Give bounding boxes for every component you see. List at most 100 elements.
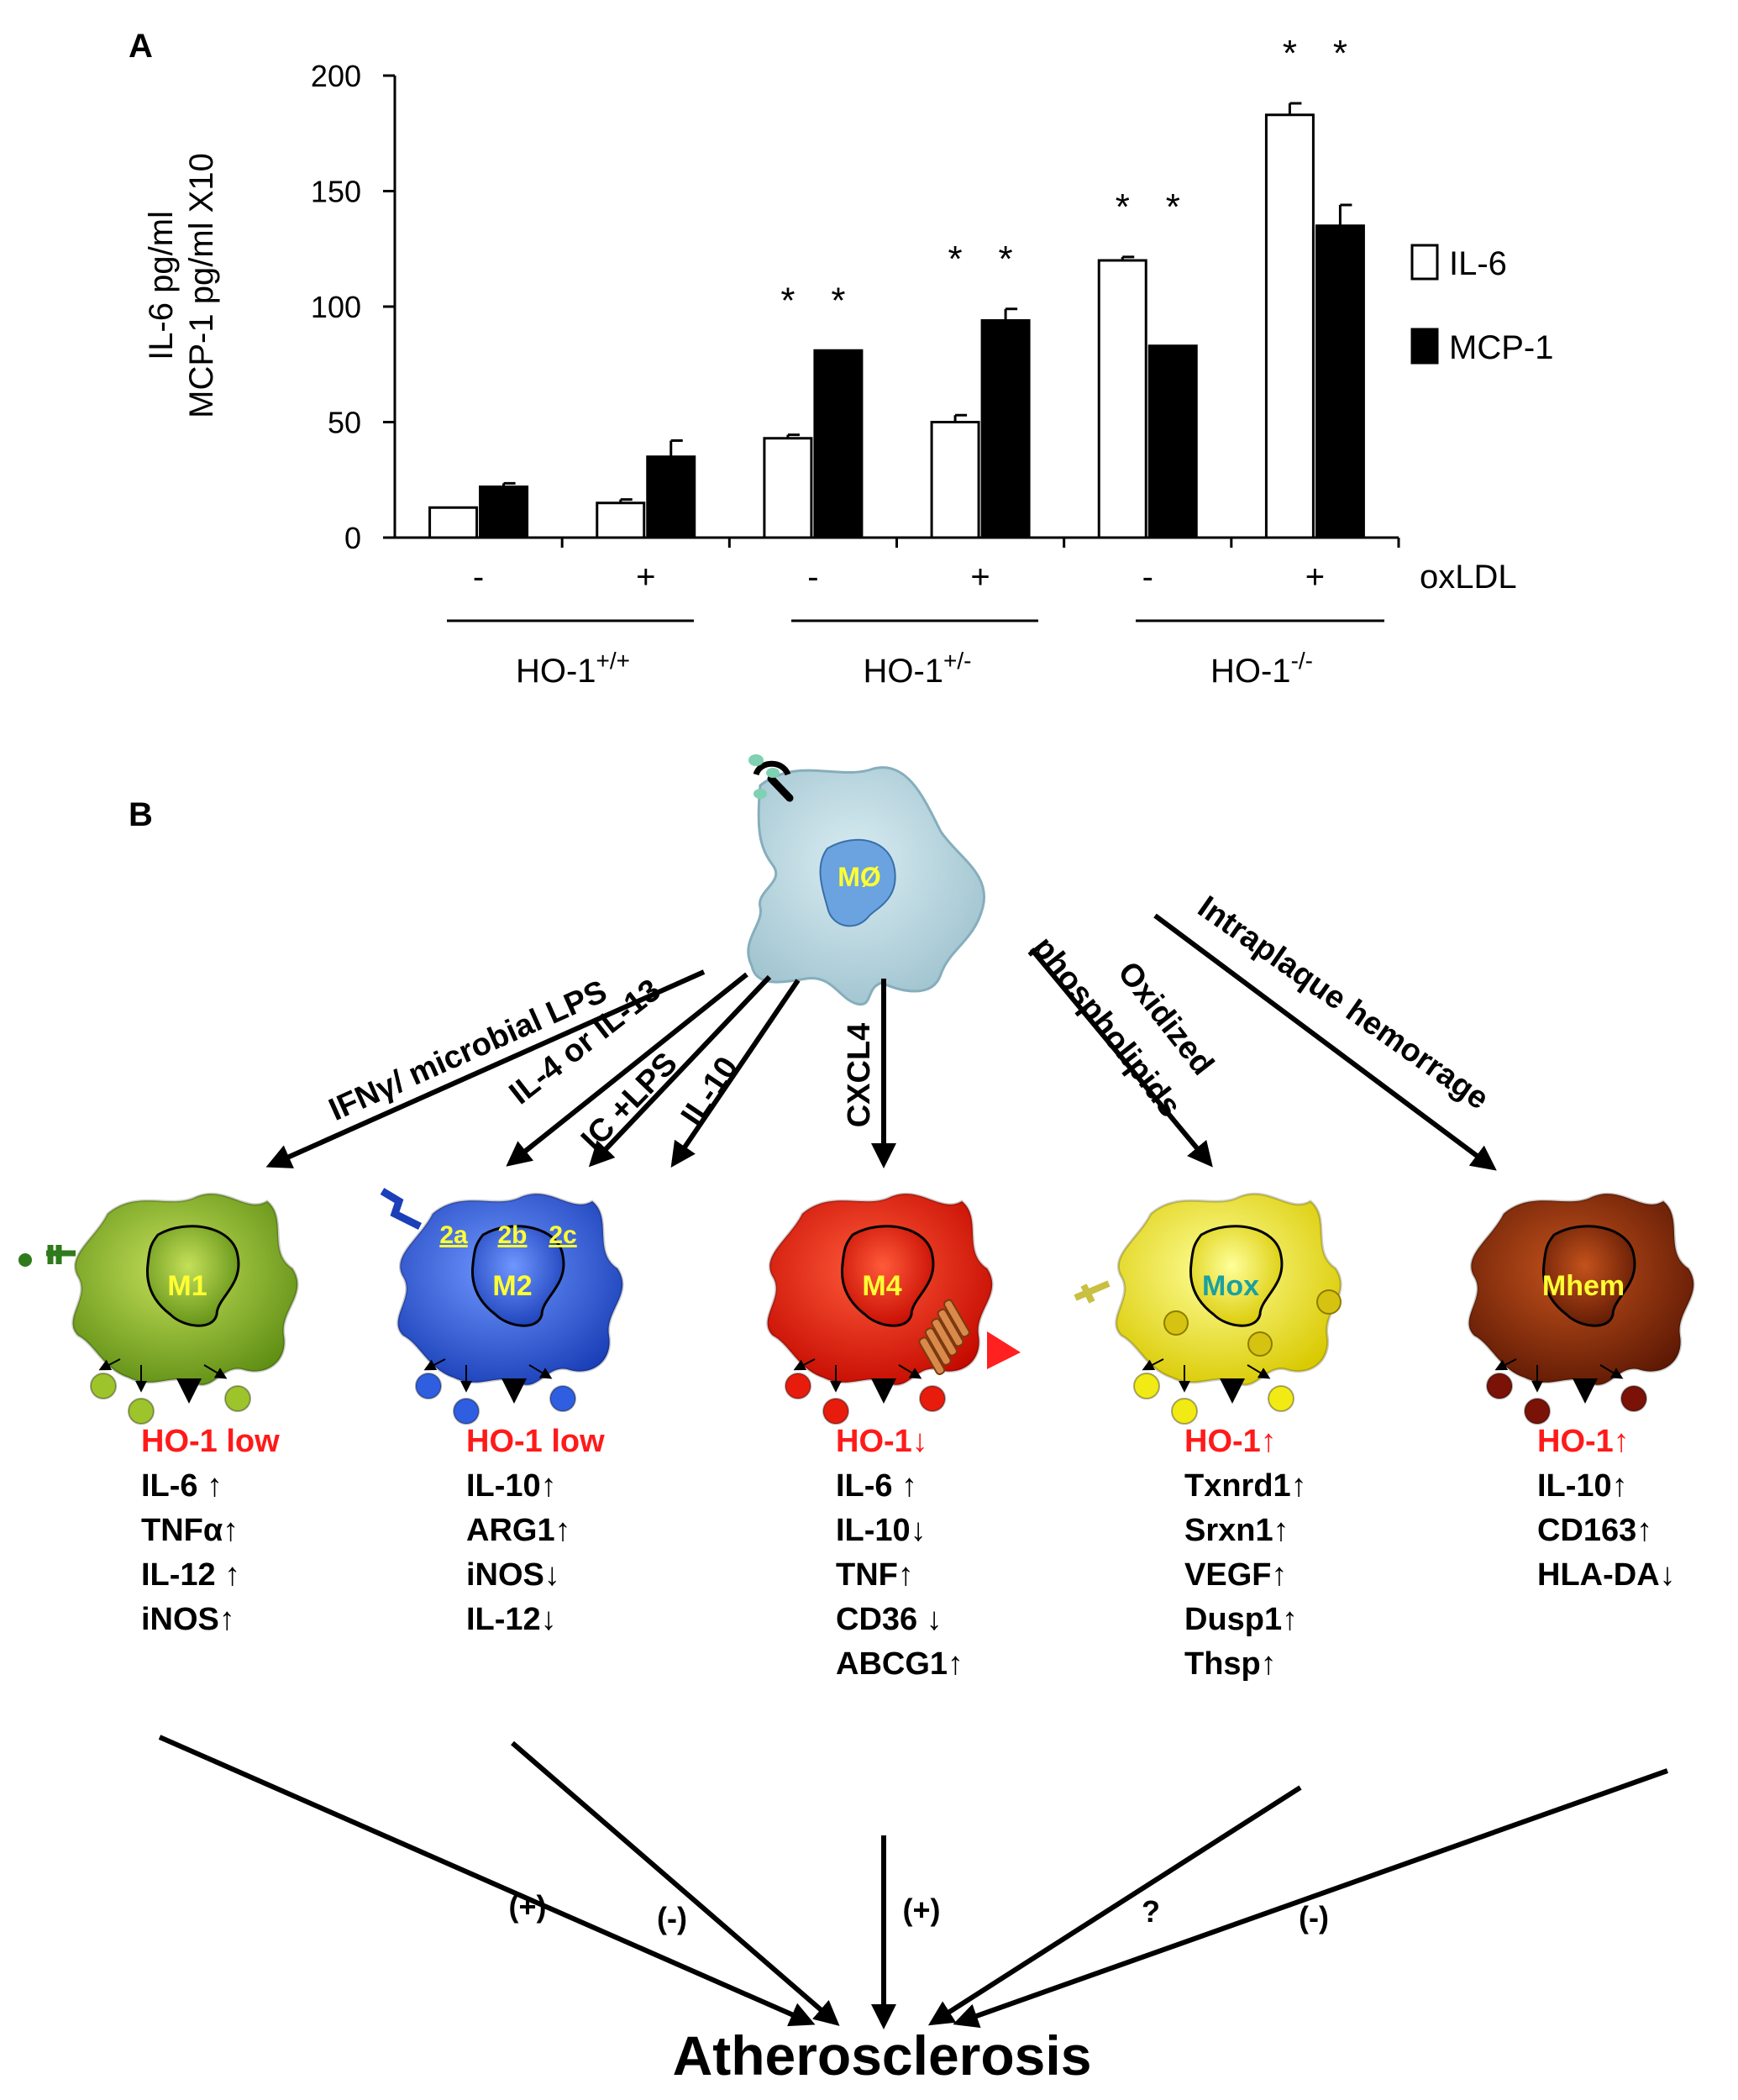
cell-label-m2: M2 (492, 1270, 532, 1302)
stimulus-label-mhem: Intraplaque hemorrage (1191, 890, 1494, 1117)
effect-arrow-mox (927, 1785, 1302, 2026)
x-tick-label: - (1142, 559, 1153, 596)
secretion-dot (128, 1398, 155, 1425)
marker-text: HO-1 low (141, 1424, 280, 1459)
effect-label-m1: (+) (509, 1889, 547, 1924)
secretion-dot (224, 1385, 251, 1412)
bar-il-6-5 (1097, 259, 1147, 539)
lipid-droplet (1163, 1310, 1189, 1336)
macrophage-cell: MØ (747, 754, 985, 1006)
x-tick-label: + (1305, 559, 1325, 596)
x-row-label-oxldl: oxLDL (1420, 559, 1517, 596)
cell-nucleus-m1 (145, 1225, 240, 1327)
receptor-m2-icon (380, 1188, 423, 1231)
marker-text: HO-1 low (466, 1424, 605, 1459)
effect-label-m2: (-) (657, 1901, 687, 1935)
lipid-droplet (1316, 1289, 1342, 1315)
panel-b-label: B (129, 796, 153, 833)
marker-text: IL-10↑ (1537, 1468, 1628, 1504)
group-label-ho1-ko: HO-1-/- (1210, 648, 1313, 690)
marker-text: IL-12↓ (466, 1602, 557, 1637)
marker-text: ARG1↑ (466, 1513, 571, 1548)
significance-mark: * (1166, 186, 1180, 228)
marker-text: IL-10↑ (466, 1468, 557, 1504)
marker-text: Dusp1↑ (1184, 1602, 1298, 1637)
secretion-arrow (1142, 1358, 1164, 1371)
secretion-arrow (1494, 1358, 1517, 1371)
secretion-dot (785, 1373, 811, 1399)
receptor-mox-icon (1074, 1280, 1111, 1304)
bar-mcp-1-6 (1315, 224, 1365, 539)
bar-il-6-4 (930, 421, 980, 539)
macrophage-subtypes: M1 HO-1 low IL-6 ↑ TNFα↑ IL-12 ↑ iNOS↑ (+) M2 2a… (18, 1188, 1695, 2029)
marker-text: IL-12 ↑ (141, 1557, 240, 1593)
y-axis-title: IL-6 pg/ml MCP-1 pg/ml X10 (143, 153, 220, 418)
secretion-dot (919, 1385, 946, 1412)
y-tick-label: 50 (328, 406, 361, 440)
arrow-to-m1 (265, 969, 706, 1168)
secretion-dot (453, 1398, 480, 1425)
secretion-arrow (423, 1358, 446, 1371)
significance-mark: * (1283, 33, 1297, 74)
effect-arrow-mhem (953, 1768, 1669, 2029)
bar-chart: 0 50 100 150 200 - + - + - + * * * * * * * * (311, 33, 1400, 596)
marker-text: TNFα↑ (141, 1513, 239, 1548)
cd36-arrow-icon (987, 1331, 1021, 1369)
marker-text: HLA-DA↓ (1537, 1557, 1676, 1593)
significance-mark: * (999, 239, 1013, 280)
y-axis-title-line-1: IL-6 pg/ml (143, 211, 180, 360)
marker-text: TNF↑ (836, 1557, 914, 1593)
marker-text: CD163↑ (1537, 1513, 1652, 1548)
x-tick-label: - (473, 559, 484, 596)
marker-text: ABCG1↑ (836, 1646, 964, 1682)
arrow-to-m2-il4 (506, 972, 748, 1167)
x-tick-label: - (807, 559, 818, 596)
bar-il-6-3 (763, 437, 813, 539)
ligand-dot-icon (18, 1253, 32, 1267)
cell-label-mox: Mox (1202, 1270, 1259, 1302)
cell-label-m4: M4 (862, 1270, 901, 1302)
marker-text: IL-10↓ (836, 1513, 927, 1548)
legend-label-mcp-1: MCP-1 (1449, 329, 1553, 366)
bar-mcp-1-1 (479, 486, 529, 539)
group-label-ho1-wt: HO-1+/+ (516, 648, 630, 690)
cell-label-m1: M1 (167, 1270, 207, 1302)
bar-mcp-1-5 (1147, 344, 1198, 539)
secretion-dot (1268, 1385, 1294, 1412)
marker-text: Thsp↑ (1184, 1646, 1277, 1682)
arrow-to-mhem (1153, 913, 1497, 1171)
legend-swatch-mcp-1 (1410, 328, 1439, 365)
cell-mox: Mox HO-1↑ Txnrd1↑ Srxn1↑ VEGF↑ Dusp1↑ Thsp↑? (927, 1192, 1342, 2026)
lipid-droplet (1247, 1331, 1273, 1357)
bar-mcp-1-3 (813, 349, 864, 539)
cell-label-mhem: Mhem (1542, 1270, 1625, 1302)
marker-text: CD36 ↓ (836, 1602, 943, 1637)
marker-text: HO-1↓ (836, 1424, 928, 1459)
marker-text: iNOS↑ (141, 1602, 235, 1637)
cell-nucleus-mhem (1541, 1225, 1636, 1327)
significance-mark: * (780, 280, 795, 321)
y-tick-label: 0 (344, 521, 361, 555)
secretion-dot (549, 1385, 576, 1412)
x-tick-label: + (970, 559, 990, 596)
arrow-to-mox (1029, 948, 1213, 1168)
cell-m2: M2 2a 2b 2c HO-1 low IL-10↑ ARG1↑ iNOS↓ IL-12↓ (-… (396, 1192, 840, 2026)
cd36-receptor-icon (918, 1299, 970, 1376)
secretion-arrow (1599, 1364, 1624, 1379)
marker-text: IL-6 ↑ (836, 1468, 917, 1504)
macrophage-label: MØ (837, 862, 881, 892)
secretion-arrow (98, 1358, 121, 1371)
y-tick-label: 150 (311, 175, 361, 209)
bar-il-6-2 (596, 501, 646, 539)
y-tick-label: 100 (311, 290, 361, 324)
legend: IL-6 MCP-1 (1410, 244, 1553, 366)
cell-nucleus-m4 (840, 1225, 935, 1327)
cell-m1: M1 HO-1 low IL-6 ↑ TNFα↑ IL-12 ↑ iNOS↑ (+) (71, 1192, 816, 2027)
secretion-dot (822, 1398, 849, 1425)
effect-label-m4: (+) (903, 1893, 941, 1927)
legend-label-il-6: IL-6 (1449, 245, 1507, 282)
x-tick-label: + (636, 559, 655, 596)
arrow-to-m2-il10 (670, 979, 801, 1168)
